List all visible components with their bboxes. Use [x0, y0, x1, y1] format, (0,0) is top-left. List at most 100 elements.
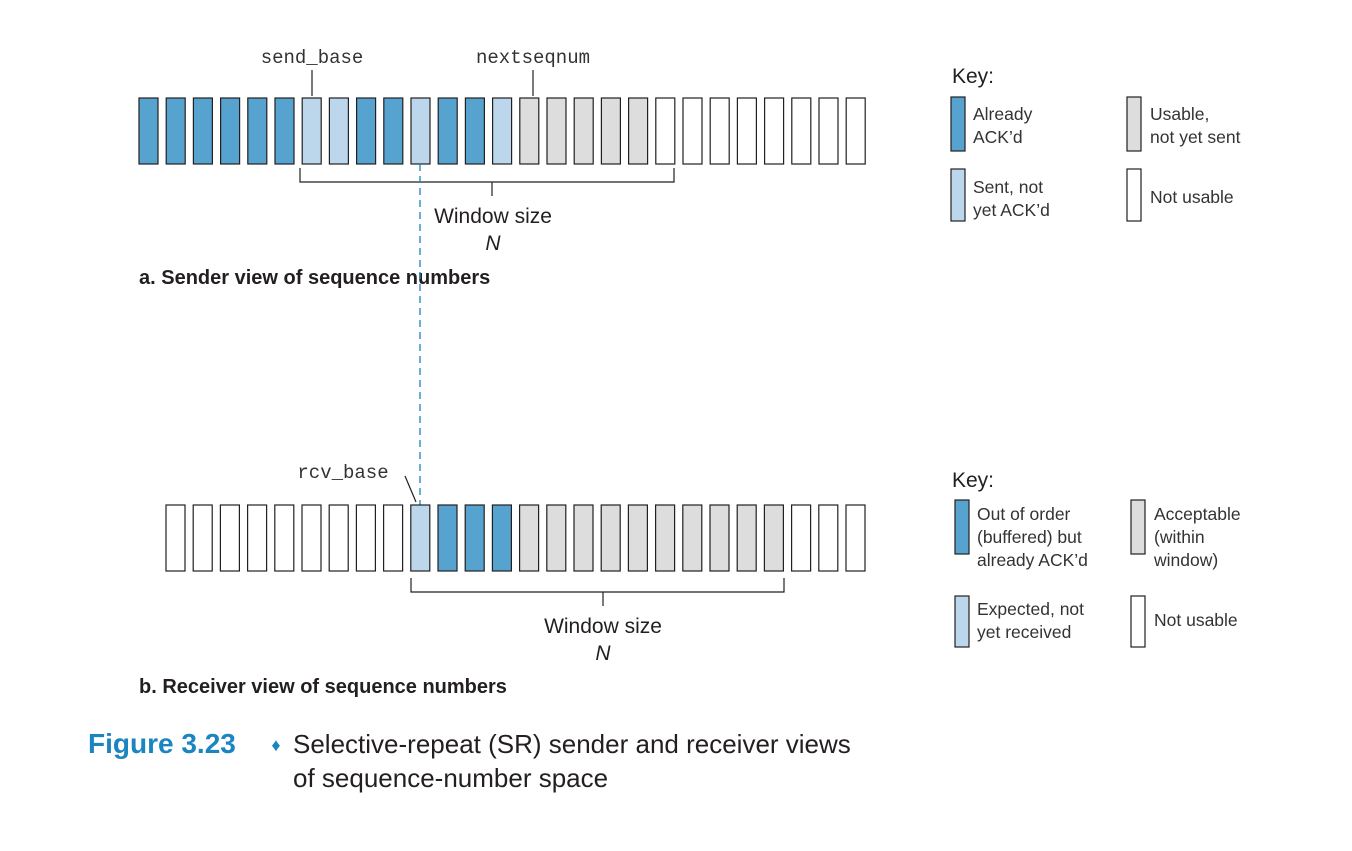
key-label-buffered-3: already ACK’d	[977, 550, 1088, 570]
rcv-base-label: rcv_base	[297, 462, 388, 484]
seq-cell-usable	[600, 504, 621, 572]
seq-cell-not-usable	[301, 504, 322, 572]
key-label-expected-2: yet received	[977, 622, 1071, 642]
key-label-already-acked-1: Already	[973, 104, 1033, 124]
seq-cell-usable	[736, 504, 757, 572]
seq-cell-already-acked	[220, 97, 241, 165]
seq-cell-usable	[709, 504, 730, 572]
key-label-sent-2: yet ACK’d	[973, 200, 1050, 220]
sender-key-title: Key:	[952, 65, 994, 88]
key-label-sent-1: Sent, not	[973, 177, 1043, 197]
seq-cell-not-usable	[328, 504, 349, 572]
key-swatch-buffered	[954, 499, 970, 555]
receiver-key: Key: Out of order (buffered) but already…	[952, 469, 1241, 648]
key-swatch-usable-not-sent	[1126, 96, 1142, 152]
seq-cell-usable	[763, 504, 785, 572]
sender-key: Key: Already ACK’d Usable, not yet sent …	[950, 65, 1241, 222]
seq-cell-not-usable	[274, 504, 295, 572]
receiver-key-title: Key:	[952, 469, 994, 492]
seq-cell-not-usable	[791, 97, 812, 165]
seq-cell-usable	[518, 504, 540, 572]
key-swatch-acceptable	[1130, 499, 1146, 555]
receiver-window-bracket	[410, 578, 785, 606]
receiver-sequence-cells	[165, 504, 866, 572]
seq-cell-not-usable	[790, 504, 812, 572]
seq-cell-sent-not-acked	[301, 97, 322, 165]
figure-number: Figure 3.23	[88, 728, 236, 759]
sender-view: send_base nextseqnum Window size N a. Se…	[138, 47, 866, 289]
receiver-view: rcv_base Window size N b. Receiver view …	[139, 462, 866, 698]
seq-cell-not-usable	[845, 504, 866, 572]
seq-cell-buffered-acked	[464, 504, 485, 572]
receiver-window-var: N	[595, 642, 611, 665]
seq-cell-not-usable	[219, 504, 240, 572]
seq-cell-usable	[573, 504, 594, 572]
key-swatch-already-acked	[950, 96, 966, 152]
figure-caption: Figure 3.23 ♦ Selective-repeat (SR) send…	[88, 728, 851, 793]
key-label-usable-1: Usable,	[1150, 104, 1209, 124]
diamond-separator-icon: ♦	[271, 735, 280, 755]
receiver-caption: b. Receiver view of sequence numbers	[139, 676, 507, 698]
sender-caption: a. Sender view of sequence numbers	[139, 267, 490, 289]
seq-cell-sent-not-acked	[328, 97, 349, 165]
key-swatch-sent-not-acked	[950, 168, 966, 222]
seq-cell-usable	[682, 504, 703, 572]
sender-window-bracket	[299, 168, 675, 196]
key-label-not-usable: Not usable	[1150, 187, 1234, 207]
sender-window-label: Window size	[434, 205, 552, 228]
key-label-usable-2: not yet sent	[1150, 127, 1241, 147]
seq-cell-sent-not-acked	[492, 97, 513, 165]
seq-cell-not-usable	[845, 97, 866, 165]
figure-title-line2: of sequence-number space	[293, 763, 608, 793]
seq-cell-not-usable	[763, 97, 785, 165]
seq-cell-already-acked	[247, 97, 268, 165]
key-swatch-not-usable	[1126, 168, 1142, 222]
key-swatch-not-usable-rcv	[1130, 595, 1146, 648]
sender-sequence-cells	[138, 97, 866, 165]
sender-window-var: N	[485, 232, 501, 255]
seq-cell-usable	[573, 97, 594, 165]
receiver-window-label: Window size	[544, 615, 662, 638]
seq-cell-not-usable	[709, 97, 730, 165]
seq-cell-already-acked	[274, 97, 295, 165]
seq-cell-not-usable	[818, 504, 839, 572]
seq-cell-not-usable	[355, 504, 376, 572]
key-label-acceptable-1: Acceptable	[1154, 504, 1241, 524]
seq-cell-already-acked	[383, 97, 404, 165]
seq-cell-usable	[627, 97, 649, 165]
seq-cell-not-usable	[655, 97, 676, 165]
seq-cell-usable	[627, 504, 649, 572]
seq-cell-not-usable	[736, 97, 758, 165]
seq-cell-sent-not-acked	[410, 97, 431, 165]
seq-cell-not-usable	[818, 97, 839, 165]
seq-cell-already-acked	[356, 97, 377, 165]
key-label-already-acked-2: ACK’d	[973, 127, 1023, 147]
seq-cell-usable	[600, 97, 622, 165]
seq-cell-already-acked	[464, 97, 485, 165]
seq-cell-not-usable	[247, 504, 268, 572]
seq-cell-already-acked	[165, 97, 186, 165]
send-base-label: send_base	[261, 47, 364, 69]
seq-cell-not-usable	[192, 504, 213, 572]
seq-cell-already-acked	[192, 97, 213, 165]
key-swatch-expected	[954, 595, 970, 648]
rcv-base-pointer	[404, 475, 417, 503]
figure-title-line1: Selective-repeat (SR) sender and receive…	[293, 729, 851, 759]
seq-cell-not-usable	[383, 504, 404, 572]
seq-cell-already-acked	[437, 97, 458, 165]
key-label-buffered-1: Out of order	[977, 504, 1071, 524]
seq-cell-usable	[519, 97, 540, 165]
key-label-expected-1: Expected, not	[977, 599, 1084, 619]
seq-cell-buffered-acked	[491, 504, 512, 572]
seq-cell-already-acked	[138, 97, 159, 165]
key-label-not-usable-rcv: Not usable	[1154, 610, 1238, 630]
seq-cell-expected	[410, 504, 431, 572]
key-label-acceptable-3: window)	[1153, 550, 1218, 570]
seq-cell-not-usable	[682, 97, 703, 165]
nextseqnum-label: nextseqnum	[476, 47, 590, 69]
key-label-acceptable-2: (within	[1154, 527, 1205, 547]
seq-cell-usable	[546, 504, 567, 572]
seq-cell-usable	[654, 504, 676, 572]
seq-cell-buffered-acked	[437, 504, 458, 572]
